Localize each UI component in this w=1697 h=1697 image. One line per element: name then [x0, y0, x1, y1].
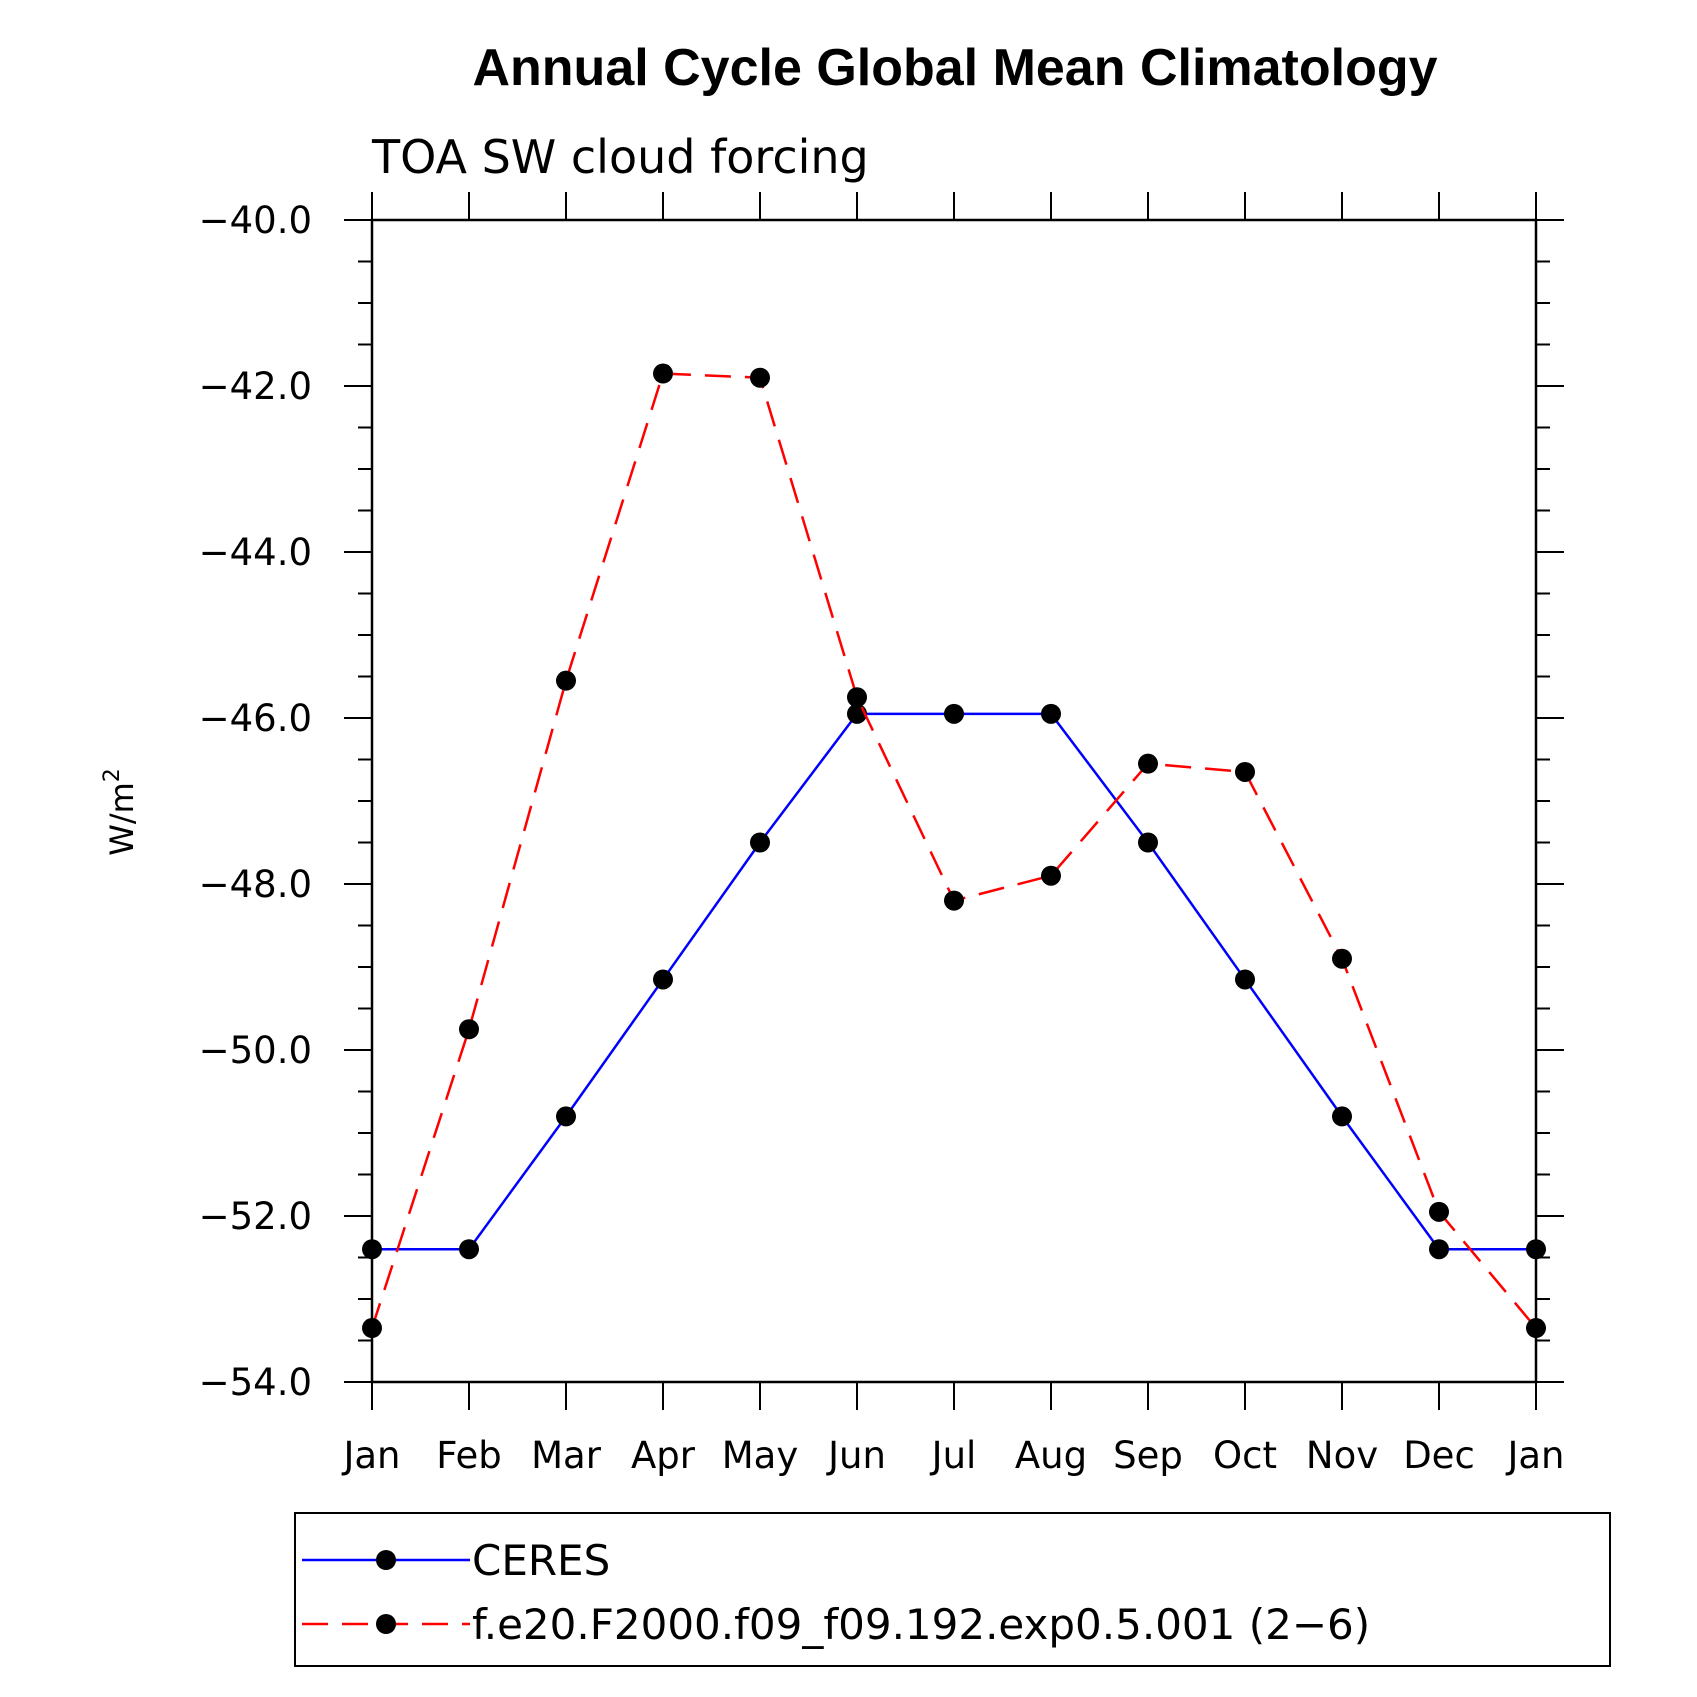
- data-point: [1235, 761, 1255, 782]
- x-tick-label: Apr: [631, 1434, 696, 1477]
- plot-frame: [370, 218, 1538, 1384]
- data-point: [653, 363, 673, 384]
- legend-marker: [376, 1614, 396, 1634]
- y-tick-label: −48.0: [199, 863, 312, 906]
- x-tick-label: Sep: [1113, 1434, 1183, 1477]
- y-axis-title-superscript: 2: [100, 768, 125, 782]
- data-point: [944, 890, 964, 911]
- data-point: [362, 1239, 382, 1260]
- series-2: [362, 363, 1546, 1339]
- data-point: [653, 969, 673, 990]
- legend-label: CERES: [472, 1536, 610, 1585]
- x-tick-label: Oct: [1213, 1434, 1277, 1477]
- x-tick-label: Jan: [341, 1434, 400, 1477]
- data-point: [556, 670, 576, 691]
- data-point: [1138, 832, 1158, 853]
- data-point: [1041, 703, 1061, 724]
- x-tick-label: Nov: [1306, 1434, 1378, 1477]
- data-point: [1138, 753, 1158, 774]
- y-tick-label: −44.0: [199, 531, 312, 574]
- y-tick-label: −40.0: [199, 199, 312, 242]
- legend-label: f.e20.F2000.f09_f09.192.exp0.5.001 (2−6): [472, 1600, 1370, 1649]
- legend-box: [294, 1512, 1611, 1667]
- legend: CERES f.e20.F2000.f09_f09.192.exp0.5.001 …: [294, 1512, 1611, 1667]
- data-point: [1332, 948, 1352, 969]
- y-axis: −40.0 −42.0 −44.0 −46.0 −48.0 −50.0 −52.0 −54.0: [199, 199, 1564, 1404]
- chart-title: Annual Cycle Global Mean Climatology: [472, 39, 1437, 97]
- data-point: [1429, 1201, 1449, 1222]
- data-point: [1429, 1239, 1449, 1260]
- x-tick-label: Dec: [1403, 1434, 1475, 1477]
- data-point: [750, 832, 770, 853]
- y-tick-label: −42.0: [199, 365, 312, 408]
- data-point: [1526, 1318, 1546, 1339]
- series-1: [362, 703, 1546, 1260]
- x-tick-label: Jan: [1505, 1434, 1564, 1477]
- x-tick-label: Feb: [436, 1434, 502, 1477]
- data-point: [459, 1019, 479, 1040]
- x-tick-label: Jun: [826, 1434, 886, 1477]
- data-point: [750, 367, 770, 388]
- data-point: [459, 1239, 479, 1260]
- y-axis-title-text: W/m: [103, 782, 141, 856]
- data-point: [944, 703, 964, 724]
- data-point: [1332, 1106, 1352, 1127]
- y-tick-label: −46.0: [199, 697, 312, 740]
- y-tick-label: −52.0: [199, 1195, 312, 1238]
- data-point: [847, 687, 867, 708]
- y-axis-title: W/m2: [100, 768, 141, 856]
- data-point: [1235, 969, 1255, 990]
- data-point: [1526, 1239, 1546, 1260]
- y-tick-label: −50.0: [199, 1029, 312, 1072]
- legend-marker: [376, 1550, 396, 1570]
- series-line: [372, 712, 1536, 1251]
- x-axis: Jan Feb Mar Apr May Jun Jul Aug Sep Oct Nov Dec Jan: [341, 192, 1565, 1477]
- data-point: [1041, 865, 1061, 886]
- plot-border: [370, 218, 1538, 1384]
- data-point: [362, 1318, 382, 1339]
- y-tick-label: −54.0: [199, 1361, 312, 1404]
- series-line: [370, 372, 1537, 1329]
- x-tick-label: Aug: [1015, 1434, 1087, 1477]
- series-layer: [362, 363, 1546, 1339]
- x-tick-label: Mar: [531, 1434, 602, 1477]
- x-tick-label: Jul: [930, 1434, 977, 1477]
- data-point: [556, 1106, 576, 1127]
- chart-subtitle: TOA SW cloud forcing: [371, 130, 869, 184]
- x-tick-label: May: [722, 1434, 799, 1477]
